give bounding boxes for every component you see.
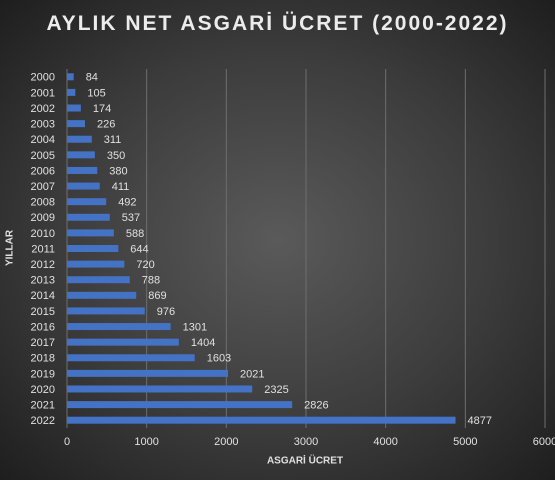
bar [67, 416, 456, 424]
bar [67, 401, 293, 409]
y-tick-label: 2021 [31, 399, 55, 411]
value-label: 1404 [191, 337, 215, 349]
bar [67, 245, 119, 252]
y-tick-label: 2018 [31, 353, 55, 365]
value-label: 788 [142, 275, 160, 287]
value-label: 311 [104, 134, 122, 146]
value-label: 1301 [183, 321, 207, 333]
bar [67, 213, 110, 221]
y-tick-label: 2004 [31, 134, 55, 146]
y-tick-label: 2005 [31, 150, 55, 162]
value-label: 84 [86, 72, 98, 84]
value-label: 588 [126, 228, 144, 240]
y-tick-label: 2020 [31, 384, 55, 396]
bar [67, 120, 86, 128]
value-label: 2325 [264, 384, 288, 396]
bar [67, 88, 76, 96]
x-tick-label: 4000 [373, 436, 397, 448]
y-tick-label: 2006 [31, 165, 55, 177]
value-label: 411 [112, 181, 130, 193]
bar [67, 182, 100, 190]
x-tick-label: 5000 [453, 436, 477, 448]
y-tick-label: 2000 [31, 72, 55, 84]
y-tick-label: 2003 [31, 119, 55, 131]
chart-title: AYLIK NET ASGARİ ÜCRET (2000-2022) [46, 12, 509, 35]
value-label: 720 [136, 259, 154, 271]
y-tick-label: 2008 [31, 197, 55, 209]
x-tick-label: 6000 [533, 436, 555, 448]
y-tick-label: 2011 [31, 243, 55, 255]
value-label: 174 [93, 103, 111, 115]
value-label: 105 [87, 87, 105, 99]
bar [67, 323, 171, 331]
y-tick-label: 2007 [31, 181, 55, 193]
y-tick-label: 2017 [31, 337, 55, 349]
bar [67, 260, 125, 268]
bar [67, 151, 95, 159]
y-tick-label: 2022 [31, 415, 55, 427]
value-label: 2021 [240, 368, 264, 380]
bar [67, 104, 81, 112]
value-label: 976 [157, 306, 175, 318]
value-label: 1603 [207, 353, 231, 365]
value-label: 2826 [304, 399, 328, 411]
x-tick-label: 3000 [294, 436, 318, 448]
bar [67, 354, 195, 362]
x-tick-label: 2000 [214, 436, 238, 448]
y-tick-label: 2014 [31, 290, 55, 302]
value-label: 537 [122, 212, 140, 224]
bar [67, 166, 98, 174]
value-label: 350 [107, 150, 125, 162]
y-tick-label: 2016 [31, 321, 55, 333]
bar [67, 338, 179, 346]
y-tick-label: 2015 [31, 306, 55, 318]
bar [67, 229, 114, 237]
x-tick-label: 0 [64, 436, 70, 448]
bar [67, 307, 145, 315]
x-tick-label: 1000 [134, 436, 158, 448]
value-label: 226 [97, 119, 115, 131]
value-label: 4877 [468, 415, 492, 427]
value-label: 380 [109, 165, 127, 177]
bar [67, 198, 107, 206]
value-label: 869 [148, 290, 166, 302]
y-tick-label: 2019 [31, 368, 55, 380]
bar [67, 291, 137, 299]
y-tick-label: 2012 [31, 259, 55, 271]
y-tick-label: 2001 [31, 87, 55, 99]
y-tick-label: 2010 [31, 228, 55, 240]
y-axis-label: YILLAR [5, 229, 16, 266]
bar [67, 369, 229, 377]
value-label: 492 [118, 197, 136, 209]
bar [67, 276, 130, 284]
value-label: 644 [130, 243, 148, 255]
bar [67, 385, 253, 393]
y-tick-label: 2002 [31, 103, 55, 115]
y-tick-label: 2013 [31, 275, 55, 287]
bar [67, 135, 92, 143]
x-axis-label: ASGARİ ÜCRET [267, 454, 343, 467]
y-tick-label: 2009 [31, 212, 55, 224]
bar [67, 73, 74, 81]
